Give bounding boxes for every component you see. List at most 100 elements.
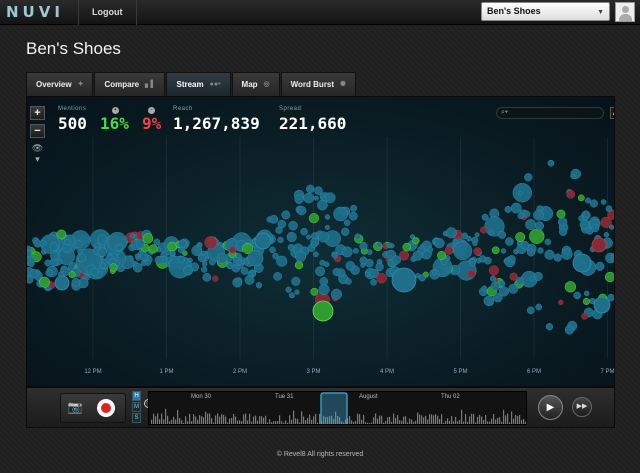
account-select-value: Ben's Shoes xyxy=(487,6,541,16)
activity-bar xyxy=(349,416,351,424)
mention-bubble xyxy=(609,224,614,230)
tab-compare-label: Compare xyxy=(104,79,140,89)
mention-bubble xyxy=(132,262,143,273)
timeline-track[interactable]: Mon 30 Tue 31 August Thu 02 xyxy=(148,391,527,425)
mention-bubble xyxy=(412,250,423,261)
tab-stream[interactable]: Stream ●●• xyxy=(166,72,231,96)
mention-bubble xyxy=(201,266,208,273)
activity-bar xyxy=(479,414,481,424)
activity-bar xyxy=(361,419,363,424)
mention-bubble xyxy=(561,248,573,260)
mention-bubble xyxy=(49,242,59,251)
mention-bubble xyxy=(294,289,300,295)
activity-bar xyxy=(301,411,303,424)
negative-mention-bubble xyxy=(229,246,237,254)
activity-bar xyxy=(521,419,523,424)
tab-compare[interactable]: Compare ▖▌ xyxy=(94,72,166,96)
avatar[interactable] xyxy=(615,2,635,22)
mention-bubble xyxy=(553,253,562,262)
mention-bubble xyxy=(305,184,315,194)
mention-bubble xyxy=(493,292,503,303)
mention-bubble xyxy=(578,215,584,222)
activity-bar xyxy=(219,416,221,424)
positive-mention-bubble xyxy=(604,271,614,283)
mention-bubble xyxy=(27,250,32,258)
activity-bar xyxy=(261,416,263,424)
tab-overview[interactable]: Overview ✦ xyxy=(26,72,94,96)
mention-bubble xyxy=(370,278,377,286)
activity-bar xyxy=(501,421,503,424)
mention-bubble xyxy=(524,173,533,182)
mention-bubble xyxy=(526,248,536,257)
zoom-out-button[interactable]: − xyxy=(30,124,45,138)
timeline-range-handle[interactable] xyxy=(320,392,348,425)
mention-bubble xyxy=(96,234,107,245)
mention-bubble xyxy=(510,202,522,214)
record-button[interactable] xyxy=(97,399,115,417)
granularity-s[interactable]: S xyxy=(132,413,141,423)
fullscreen-icon[interactable]: ⤢ xyxy=(610,107,614,119)
activity-bar xyxy=(505,415,507,424)
positive-value: 16% xyxy=(100,114,129,133)
mention-bubble xyxy=(582,210,590,218)
granularity-m[interactable]: M xyxy=(132,402,141,412)
mention-bubble xyxy=(269,246,276,254)
mention-bubble xyxy=(341,246,353,258)
activity-bar xyxy=(297,418,299,424)
negative-value: 9% xyxy=(142,114,162,133)
mention-bubble xyxy=(247,250,264,267)
capture-controls: 📷 xyxy=(60,393,126,423)
mention-bubble xyxy=(445,227,457,239)
mention-bubble xyxy=(145,259,151,266)
activity-bar xyxy=(409,418,411,424)
mention-bubble xyxy=(50,251,60,261)
mentions-stat: Mentions 500 xyxy=(58,106,87,133)
account-select[interactable]: Ben's Shoes ▼ xyxy=(481,2,610,21)
activity-bar xyxy=(445,420,447,424)
activity-bar xyxy=(517,416,519,424)
mention-bubble xyxy=(269,214,279,224)
stream-visualization[interactable]: 12 PM 1 PM 2 PM 3 PM 4 PM 5 PM 6 PM 7 PM + − 👁 ▾… xyxy=(26,96,615,387)
activity-bar xyxy=(411,419,413,424)
activity-bar xyxy=(293,410,295,424)
mention-bubble xyxy=(291,276,301,286)
tab-map[interactable]: Map ◎ xyxy=(231,72,280,96)
sparkle-icon: ✦ xyxy=(77,80,84,88)
search-input[interactable]: ⌕▾ xyxy=(496,107,604,119)
granularity-h[interactable]: H xyxy=(132,391,141,401)
mention-bubble xyxy=(386,242,393,249)
reach-label: Reach xyxy=(173,106,193,112)
mention-bubble xyxy=(287,243,295,251)
record-icon xyxy=(101,403,111,413)
play-button[interactable]: ▶ xyxy=(538,395,563,420)
activity-bar xyxy=(289,415,291,424)
logout-link[interactable]: Logout xyxy=(78,0,137,25)
mention-bubble xyxy=(605,205,613,212)
negative-mention-bubble xyxy=(480,226,488,234)
mention-bubble xyxy=(99,262,106,269)
tab-word-burst[interactable]: Word Burst ✺ xyxy=(280,72,356,96)
negative-mention-bubble xyxy=(558,299,564,305)
nuvi-logo[interactable]: NUVI xyxy=(6,3,64,21)
eye-icon[interactable]: 👁 ▾ xyxy=(31,143,44,164)
spread-stat: Spread 221,660 xyxy=(279,106,346,133)
activity-bar xyxy=(365,422,367,424)
mention-bubble xyxy=(115,244,123,252)
camera-icon[interactable]: 📷 xyxy=(67,400,83,414)
activity-bar xyxy=(197,419,199,424)
mention-bubble xyxy=(154,255,164,265)
mention-bubble xyxy=(526,306,535,315)
mention-bubble xyxy=(64,239,71,246)
activity-bar xyxy=(341,421,343,424)
zoom-in-button[interactable]: + xyxy=(30,106,45,120)
mention-bubble xyxy=(139,252,149,261)
bubble-stream[interactable]: 12 PM 1 PM 2 PM 3 PM 4 PM 5 PM 6 PM 7 PM xyxy=(27,97,615,387)
activity-bar xyxy=(281,421,283,424)
mention-bubble xyxy=(273,272,282,281)
activity-bar xyxy=(229,418,231,424)
mention-bubble xyxy=(534,221,545,231)
fast-forward-button[interactable]: ▶▶ xyxy=(572,397,592,417)
negative-mention-bubble xyxy=(376,272,387,284)
mention-bubble xyxy=(595,261,605,271)
mention-bubble xyxy=(481,285,488,292)
